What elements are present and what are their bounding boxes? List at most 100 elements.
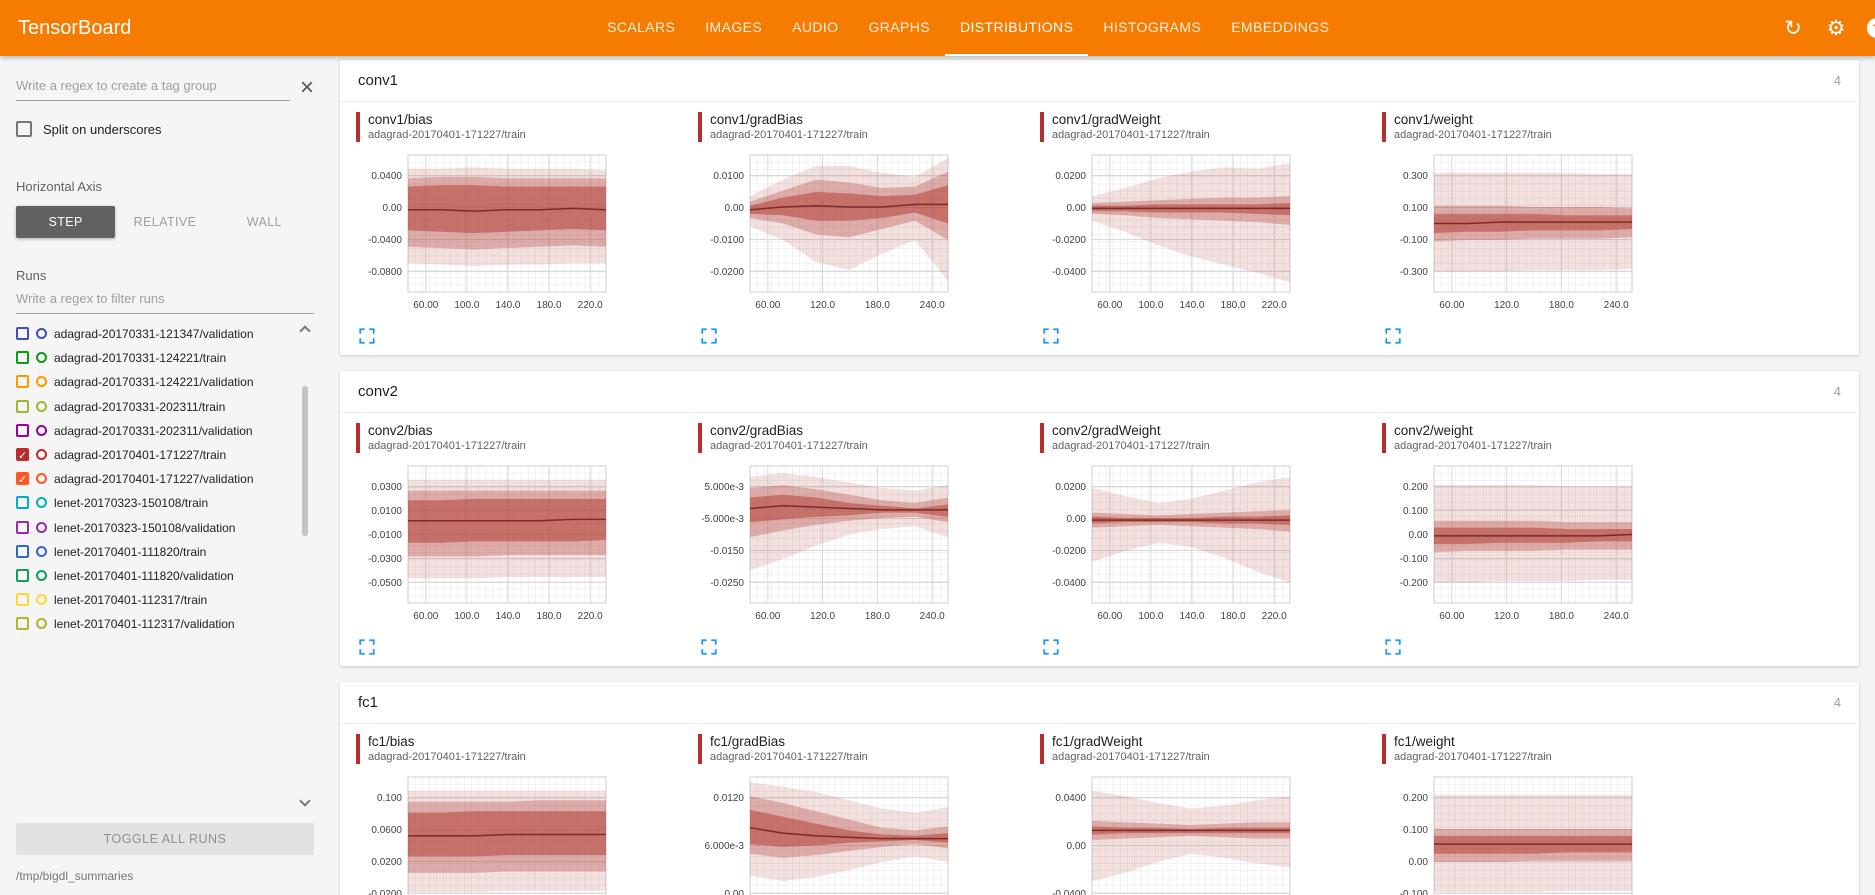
- run-color-bar-icon: [356, 734, 360, 764]
- chart-titles: conv2/weight adagrad-20170401-171227/trai…: [1394, 423, 1552, 457]
- run-color-ring[interactable]: [36, 376, 47, 388]
- svg-text:-0.0400: -0.0400: [1052, 578, 1086, 589]
- tab-distributions[interactable]: DISTRIBUTIONS: [944, 0, 1089, 56]
- svg-text:5.000e-3: 5.000e-3: [705, 482, 745, 493]
- run-checkbox[interactable]: [16, 520, 29, 534]
- tab-images[interactable]: IMAGES: [705, 19, 763, 35]
- run-color-ring[interactable]: [36, 569, 47, 581]
- runs-filter-input[interactable]: [16, 285, 314, 314]
- svg-text:0.100: 0.100: [1403, 203, 1428, 214]
- run-row[interactable]: ✓ adagrad-20170401-171227/validation: [16, 467, 292, 491]
- run-row[interactable]: lenet-20170401-112317/validation: [16, 612, 292, 636]
- tag-group-count: 4: [1833, 73, 1841, 88]
- distribution-chart[interactable]: 0.200 0.100 0.00 -0.100 -0.200 60.00 120.0 180.…: [1376, 461, 1638, 631]
- distribution-chart[interactable]: 0.0100 0.00 -0.0100 -0.0200 60.00 120.0 180.0 2…: [692, 150, 954, 320]
- scroll-down-icon[interactable]: [299, 795, 311, 807]
- run-color-ring[interactable]: [36, 497, 47, 509]
- run-color-ring[interactable]: [36, 473, 47, 485]
- chart-run-label: adagrad-20170401-171227/train: [1052, 751, 1210, 763]
- distribution-chart[interactable]: 0.0300 0.0100 -0.0100 -0.0300 -0.0500 60.00 10…: [350, 461, 612, 631]
- refresh-icon[interactable]: ↻: [1784, 16, 1802, 40]
- run-row[interactable]: lenet-20170323-150108/train: [16, 491, 292, 515]
- tag-group-header[interactable]: fc1 4: [340, 682, 1859, 724]
- run-checkbox[interactable]: [16, 544, 29, 558]
- run-row[interactable]: adagrad-20170331-124221/validation: [16, 370, 292, 394]
- axis-relative-button[interactable]: RELATIVE: [115, 206, 214, 238]
- run-checkbox[interactable]: [16, 327, 29, 340]
- run-color-ring[interactable]: [36, 424, 47, 436]
- run-checkbox[interactable]: ✓: [16, 472, 29, 487]
- svg-text:0.200: 0.200: [1403, 793, 1428, 804]
- axis-wall-button[interactable]: WALL: [215, 206, 314, 238]
- run-color-ring[interactable]: [36, 448, 47, 460]
- run-checkbox[interactable]: ✓: [16, 447, 29, 462]
- run-row[interactable]: ✓ adagrad-20170401-171227/train: [16, 443, 292, 467]
- scroll-up-icon[interactable]: [299, 325, 311, 337]
- run-row[interactable]: adagrad-20170331-124221/train: [16, 346, 292, 370]
- svg-text:0.00: 0.00: [1067, 514, 1087, 525]
- chart-title: fc1/weight: [1394, 734, 1455, 749]
- run-row[interactable]: adagrad-20170331-202311/train: [16, 395, 292, 419]
- distribution-chart[interactable]: 0.0200 0.00 -0.0200 -0.0400 60.00 100.0 140.0 1…: [1034, 150, 1296, 320]
- run-checkbox[interactable]: [16, 399, 29, 413]
- run-color-ring[interactable]: [36, 545, 47, 557]
- tab-audio[interactable]: AUDIO: [792, 19, 839, 35]
- distribution-chart[interactable]: 0.0400 0.00 -0.0400: [1034, 772, 1296, 895]
- scrollbar-thumb[interactable]: [302, 386, 308, 536]
- distribution-chart[interactable]: 0.0120 6.000e-3 0.00: [692, 772, 954, 895]
- expand-chart-button[interactable]: [700, 638, 720, 658]
- expand-chart-button[interactable]: [700, 327, 720, 347]
- run-row[interactable]: adagrad-20170331-121347/validation: [16, 322, 292, 346]
- chart-title: conv1/gradWeight: [1052, 112, 1161, 127]
- split-underscores-row[interactable]: Split on underscores: [16, 121, 314, 137]
- tag-group-header[interactable]: conv1 4: [340, 60, 1859, 102]
- cards-container: conv1 4 conv1/bias adagrad-20170401-171227/…: [340, 60, 1859, 895]
- expand-chart-button[interactable]: [1042, 638, 1062, 658]
- distribution-chart[interactable]: 0.100 0.0600 0.0200 -0.0200: [350, 772, 612, 895]
- run-row[interactable]: lenet-20170323-150108/validation: [16, 516, 292, 540]
- run-color-ring[interactable]: [36, 400, 47, 412]
- run-row[interactable]: lenet-20170401-112317/train: [16, 588, 292, 612]
- run-color-ring[interactable]: [36, 352, 47, 364]
- expand-chart-button[interactable]: [1384, 327, 1404, 347]
- svg-text:140.0: 140.0: [495, 300, 520, 311]
- tag-group-header[interactable]: conv2 4: [340, 371, 1859, 413]
- run-checkbox[interactable]: [16, 617, 29, 631]
- distribution-chart[interactable]: 5.000e-3 -5.000e-3 -0.0150 -0.0250 60.00 120.…: [692, 461, 954, 631]
- tab-scalars[interactable]: SCALARS: [607, 19, 676, 35]
- run-checkbox[interactable]: [16, 351, 29, 365]
- run-row[interactable]: lenet-20170401-111820/train: [16, 540, 292, 564]
- expand-chart-button[interactable]: [358, 327, 378, 347]
- close-icon[interactable]: ×: [299, 74, 314, 102]
- run-color-ring[interactable]: [36, 328, 47, 339]
- run-checkbox[interactable]: [16, 375, 29, 389]
- run-row[interactable]: adagrad-20170331-202311/validation: [16, 419, 292, 443]
- run-row[interactable]: lenet-20170401-111820/validation: [16, 564, 292, 588]
- run-checkbox[interactable]: [16, 423, 29, 437]
- tab-embeddings[interactable]: EMBEDDINGS: [1231, 19, 1330, 35]
- svg-text:0.00: 0.00: [1409, 530, 1429, 541]
- distribution-chart[interactable]: 0.0400 0.00 -0.0400 -0.0800 60.00 100.0 140.0 1…: [350, 150, 612, 320]
- split-underscores-checkbox[interactable]: [16, 121, 32, 137]
- run-checkbox[interactable]: [16, 593, 29, 607]
- toggle-all-runs-button[interactable]: TOGGLE ALL RUNS: [16, 823, 314, 855]
- settings-gear-icon[interactable]: ⚙: [1826, 16, 1846, 40]
- svg-text:-0.300: -0.300: [1400, 267, 1429, 278]
- axis-step-button[interactable]: STEP: [16, 206, 116, 238]
- run-color-ring[interactable]: [36, 521, 47, 533]
- tab-graphs[interactable]: GRAPHS: [868, 19, 930, 35]
- distribution-chart[interactable]: 0.200 0.100 0.00 -0.100: [1376, 772, 1638, 895]
- run-checkbox[interactable]: [16, 568, 29, 582]
- expand-chart-button[interactable]: [1042, 327, 1062, 347]
- expand-chart-button[interactable]: [358, 638, 378, 658]
- help-icon[interactable]: ?: [1867, 18, 1875, 38]
- run-color-ring[interactable]: [36, 618, 47, 630]
- tag-group-regex-input[interactable]: [16, 72, 290, 101]
- run-color-ring[interactable]: [36, 594, 47, 606]
- distribution-chart[interactable]: 0.0200 0.00 -0.0200 -0.0400 60.00 100.0 140.0 1…: [1034, 461, 1296, 631]
- run-checkbox[interactable]: [16, 496, 29, 510]
- distribution-chart[interactable]: 0.300 0.100 -0.100 -0.300 60.00 120.0 180.0 240…: [1376, 150, 1638, 320]
- expand-chart-button[interactable]: [1384, 638, 1404, 658]
- tab-histograms[interactable]: HISTOGRAMS: [1103, 19, 1202, 35]
- runs-scrollbar[interactable]: [298, 322, 312, 813]
